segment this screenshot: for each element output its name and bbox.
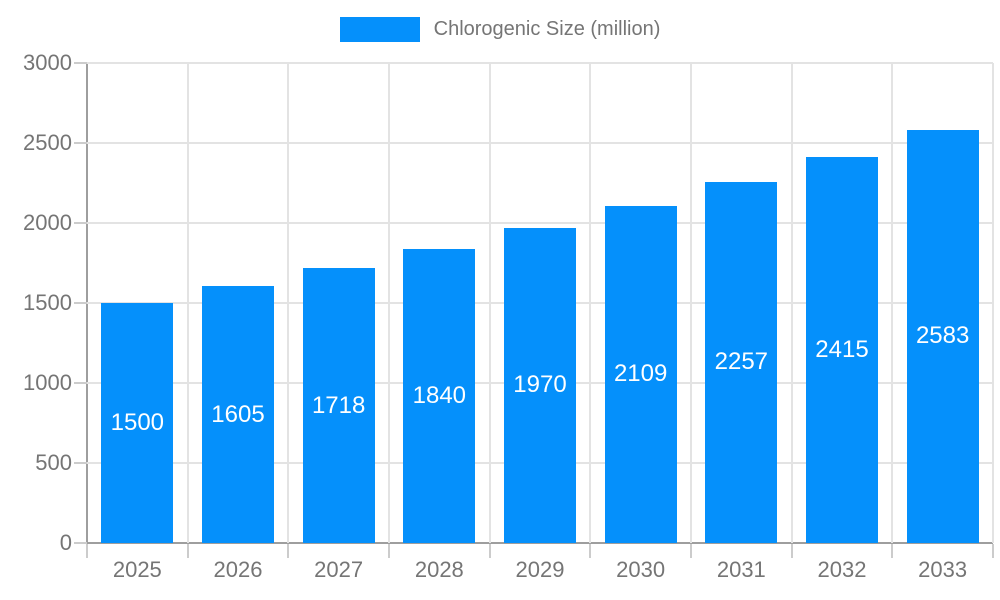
bar[interactable] [403,248,476,543]
bar-value-label: 1500 [110,409,165,436]
x-gridline [388,63,390,543]
x-gridline [891,63,894,543]
y-tick [74,382,87,384]
y-tick [74,542,87,544]
x-tick [992,544,994,558]
x-gridline [589,63,592,543]
y-tick [74,462,87,464]
x-tick [589,544,592,558]
legend-label: Chlorogenic Size (million) [433,18,661,40]
y-tick-label: 2500 [23,130,72,155]
bar[interactable] [302,268,375,543]
y-gridline [87,222,993,224]
bar[interactable] [504,227,576,543]
legend-swatch [339,17,420,42]
y-gridline [87,62,993,64]
x-axis-line [86,542,993,544]
bar-value-label: 1970 [513,371,567,399]
bar-value-label: 2109 [613,360,668,388]
x-tick [287,544,290,558]
x-tick-label: 2027 [314,557,364,582]
y-tick-label: 500 [35,450,72,475]
y-tick-label: 1000 [23,370,72,395]
y-gridline [87,142,993,144]
x-tick-label: 2033 [918,557,968,582]
y-tick [74,62,87,64]
x-gridline [186,63,189,543]
x-tick-label: 2030 [616,557,666,582]
bar-value-label: 2257 [714,348,769,376]
y-tick-label: 1500 [23,290,72,315]
x-tick [690,544,692,558]
x-tick [488,544,491,558]
bar-value-label: 2415 [815,335,869,363]
bar[interactable] [906,129,979,543]
y-tick [74,222,87,224]
y-tick [74,302,87,304]
chart-legend[interactable]: Chlorogenic Size (million) [0,17,1000,42]
x-tick-label: 2032 [817,557,867,582]
y-tick [74,142,87,144]
bar[interactable] [101,303,174,543]
x-tick [790,544,793,558]
bar-value-label: 2583 [915,322,970,350]
y-tick-label: 0 [59,530,72,555]
x-tick-label: 2028 [414,557,464,582]
x-tick [388,544,390,558]
bar[interactable] [705,181,778,543]
plot-area: 1500 1605 1718 1840 1970 2109 2257 2415 2583 [87,62,994,543]
bar[interactable] [202,286,274,543]
y-tick-label: 3000 [23,50,72,75]
x-tick [86,544,88,558]
x-tick [186,544,189,558]
bar-value-label: 1718 [311,391,366,419]
x-gridline [690,63,692,543]
bar[interactable] [604,205,677,543]
bar-value-label: 1605 [211,400,265,428]
y-tick-label: 2000 [23,210,72,235]
x-tick-label: 2031 [716,557,766,582]
bar[interactable] [806,156,878,543]
bar-value-label: 1840 [412,381,467,409]
x-gridline [488,63,491,543]
x-tick-label: 2026 [213,557,263,582]
x-gridline [790,63,793,543]
x-gridline [992,63,994,543]
x-gridline [287,63,290,543]
x-tick-label: 2025 [112,557,162,582]
x-tick-label: 2029 [515,557,565,582]
x-tick [891,544,894,558]
